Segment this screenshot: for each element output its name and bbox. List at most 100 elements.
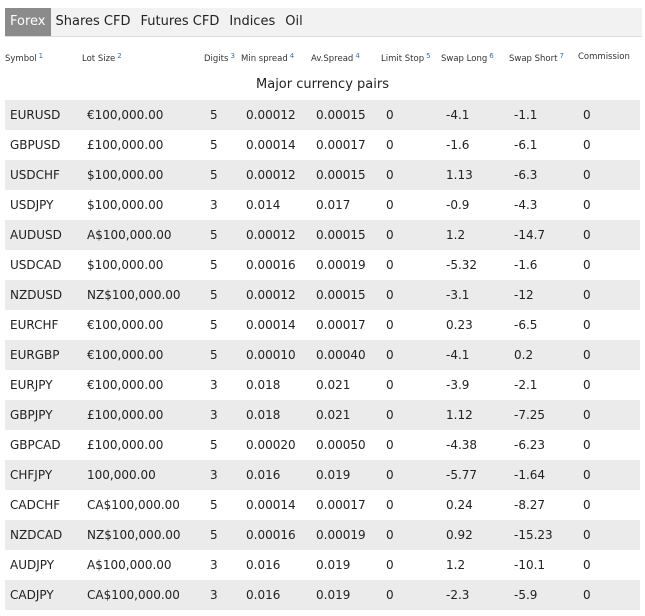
cell-symbol: AUDJPY	[10, 558, 55, 572]
cell-symbol: CADCHF	[10, 498, 61, 512]
cell-digits: 3	[210, 588, 218, 602]
cell-digits: 5	[210, 168, 218, 182]
column-header-swap-short: Swap Short 7	[509, 52, 564, 64]
footnote-marker[interactable]: 3	[230, 52, 235, 60]
cell-lot-size: $100,000.00	[87, 168, 164, 182]
cell-av-spread: 0.00015	[316, 108, 366, 122]
cell-min-spread: 0.00016	[246, 528, 296, 542]
cell-min-spread: 0.018	[246, 408, 281, 422]
cell-limit-stop: 0	[386, 168, 394, 182]
cell-lot-size: €100,000.00	[87, 318, 164, 332]
cell-av-spread: 0.00015	[316, 288, 366, 302]
cell-digits: 5	[210, 348, 218, 362]
cell-swap-long: -5.32	[446, 258, 478, 272]
cell-commission: 0	[583, 108, 591, 122]
cell-digits: 3	[210, 198, 218, 212]
table-row: NZDCAD NZ$100,000.00 5 0.00016 0.00019 0 0.92 -…	[5, 520, 640, 550]
cell-symbol: USDJPY	[10, 198, 54, 212]
cell-swap-short: -5.9	[514, 588, 538, 602]
cell-av-spread: 0.00040	[316, 348, 366, 362]
cell-symbol: EURCHF	[10, 318, 59, 332]
cell-swap-short: -6.23	[514, 438, 546, 452]
cell-commission: 0	[583, 138, 591, 152]
cell-swap-short: -15.23	[514, 528, 553, 542]
cell-swap-short: -6.3	[514, 168, 538, 182]
footnote-marker[interactable]: 6	[489, 52, 494, 60]
cell-swap-long: 1.13	[446, 168, 473, 182]
cell-min-spread: 0.00020	[246, 438, 296, 452]
tab-forex[interactable]: Forex	[5, 8, 51, 36]
cell-digits: 5	[210, 288, 218, 302]
cell-limit-stop: 0	[386, 408, 394, 422]
cell-swap-long: -1.6	[446, 138, 470, 152]
cell-av-spread: 0.019	[316, 588, 351, 602]
cell-swap-long: 1.2	[446, 228, 466, 242]
cell-av-spread: 0.021	[316, 378, 351, 392]
cell-symbol: GBPCAD	[10, 438, 61, 452]
cell-av-spread: 0.00017	[316, 138, 366, 152]
cell-min-spread: 0.00010	[246, 348, 296, 362]
table-row: GBPCAD £100,000.00 5 0.00020 0.00050 0 -4.38 -6…	[5, 430, 640, 460]
cell-digits: 5	[210, 528, 218, 542]
cell-swap-short: 0.2	[514, 348, 534, 362]
cell-digits: 5	[210, 498, 218, 512]
column-header-swap-long: Swap Long 6	[441, 52, 494, 64]
cell-min-spread: 0.00016	[246, 258, 296, 272]
footnote-marker[interactable]: 5	[426, 52, 431, 60]
table-row: USDCAD $100,000.00 5 0.00016 0.00019 0 -5.32 -1…	[5, 250, 640, 280]
cell-min-spread: 0.014	[246, 198, 281, 212]
table-row: AUDJPY A$100,000.00 3 0.016 0.019 0 1.2 -10.1 0	[5, 550, 640, 580]
cell-limit-stop: 0	[386, 558, 394, 572]
currency-pairs-table: EURUSD €100,000.00 5 0.00012 0.00015 0 -4.1 -1.…	[5, 100, 640, 610]
cell-commission: 0	[583, 378, 591, 392]
cell-symbol: USDCAD	[10, 258, 62, 272]
column-header-symbol: Symbol 1	[5, 52, 43, 64]
tab-indices[interactable]: Indices	[229, 14, 276, 29]
table-row: NZDUSD NZ$100,000.00 5 0.00012 0.00015 0 -3.1 -…	[5, 280, 640, 310]
footnote-marker[interactable]: 7	[559, 52, 564, 60]
table-row: USDJPY $100,000.00 3 0.014 0.017 0 -0.9 -4.3 0	[5, 190, 640, 220]
cell-min-spread: 0.016	[246, 468, 281, 482]
column-header-label: Commission	[578, 52, 630, 62]
footnote-marker[interactable]: 1	[38, 52, 44, 60]
cell-lot-size: 100,000.00	[87, 468, 156, 482]
tab-oil[interactable]: Oil	[285, 14, 303, 29]
cell-lot-size: $100,000.00	[87, 258, 164, 272]
cell-limit-stop: 0	[386, 468, 394, 482]
cell-commission: 0	[583, 558, 591, 572]
cell-commission: 0	[583, 198, 591, 212]
footnote-marker[interactable]: 4	[289, 52, 295, 60]
cell-limit-stop: 0	[386, 138, 394, 152]
cell-symbol: EURUSD	[10, 108, 61, 122]
cell-swap-long: 0.24	[446, 498, 473, 512]
cell-digits: 5	[210, 258, 218, 272]
cell-digits: 3	[210, 558, 218, 572]
cell-lot-size: NZ$100,000.00	[87, 288, 181, 302]
cell-av-spread: 0.00019	[316, 528, 366, 542]
cell-limit-stop: 0	[386, 288, 394, 302]
cell-lot-size: A$100,000.00	[87, 228, 172, 242]
footnote-marker[interactable]: 4	[355, 52, 360, 60]
cell-commission: 0	[583, 588, 591, 602]
table-row: GBPUSD £100,000.00 5 0.00014 0.00017 0 -1.6 -6.…	[5, 130, 640, 160]
table-row: EURUSD €100,000.00 5 0.00012 0.00015 0 -4.1 -1.…	[5, 100, 640, 130]
column-header-lot-size: Lot Size 2	[82, 52, 122, 64]
footnote-marker[interactable]: 2	[117, 52, 122, 60]
cell-lot-size: $100,000.00	[87, 198, 164, 212]
table-row: CADCHF CA$100,000.00 5 0.00014 0.00017 0 0.24 -…	[5, 490, 640, 520]
tab-shares-cfd[interactable]: Shares CFD	[55, 14, 131, 29]
cell-commission: 0	[583, 318, 591, 332]
tab-futures-cfd[interactable]: Futures CFD	[140, 14, 220, 29]
table-row: EURCHF €100,000.00 5 0.00014 0.00017 0 0.23 -6.…	[5, 310, 640, 340]
cell-commission: 0	[583, 258, 591, 272]
column-header-label: Swap Short	[509, 54, 558, 64]
cell-swap-long: -5.77	[446, 468, 478, 482]
cell-commission: 0	[583, 408, 591, 422]
cell-av-spread: 0.019	[316, 468, 351, 482]
cell-min-spread: 0.00012	[246, 288, 296, 302]
cell-commission: 0	[583, 438, 591, 452]
cell-lot-size: €100,000.00	[87, 348, 164, 362]
cell-commission: 0	[583, 348, 591, 362]
cell-commission: 0	[583, 288, 591, 302]
cell-av-spread: 0.00017	[316, 498, 366, 512]
